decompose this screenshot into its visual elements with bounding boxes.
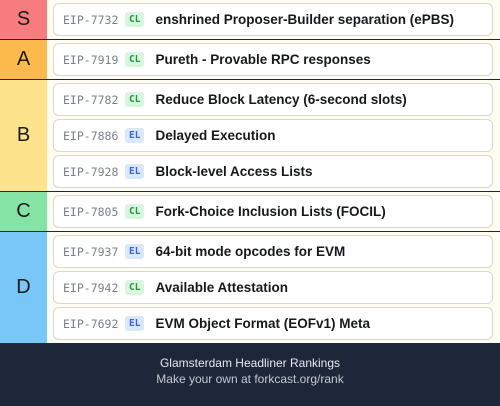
eip-card[interactable]: EIP-7919 CL Pureth - Provable RPC response…	[53, 43, 493, 76]
eip-number: EIP-7928	[63, 164, 119, 179]
tier-items: EIP-7937 EL 64-bit mode opcodes for EVM EIP…	[47, 232, 500, 343]
eip-number: EIP-7692	[63, 316, 119, 331]
eip-title: enshrined Proposer-Builder separation (e…	[155, 12, 455, 27]
layer-badge: EL	[125, 244, 145, 259]
layer-badge: EL	[125, 128, 145, 143]
tier-row-s: S EIP-7732 CL enshrined Proposer-Builder se…	[0, 0, 500, 40]
eip-number: EIP-7937	[63, 244, 119, 259]
tier-label: S	[0, 0, 47, 39]
footer-subtitle: Make your own at forkcast.org/rank	[156, 371, 344, 386]
layer-badge: CL	[125, 92, 145, 107]
tier-label: C	[0, 192, 47, 231]
eip-title: Delayed Execution	[155, 128, 276, 143]
eip-card[interactable]: EIP-7942 CL Available Attestation	[53, 271, 493, 304]
eip-card[interactable]: EIP-7805 CL Fork-Choice Inclusion Lists (F…	[53, 195, 493, 228]
tier-list: S EIP-7732 CL enshrined Proposer-Builder se…	[0, 0, 500, 344]
eip-number: EIP-7886	[63, 128, 119, 143]
eip-card[interactable]: EIP-7692 EL EVM Object Format (EOFv1) Meta	[53, 307, 493, 340]
eip-title: Fork-Choice Inclusion Lists (FOCIL)	[155, 204, 386, 219]
tier-label: D	[0, 232, 47, 343]
eip-card[interactable]: EIP-7732 CL enshrined Proposer-Builder sep…	[53, 3, 493, 36]
eip-number: EIP-7782	[63, 92, 119, 107]
eip-number: EIP-7805	[63, 204, 119, 219]
eip-title: Reduce Block Latency (6-second slots)	[155, 92, 407, 107]
eip-card[interactable]: EIP-7782 CL Reduce Block Latency (6-second…	[53, 83, 493, 116]
layer-badge: EL	[125, 316, 145, 331]
layer-badge: CL	[125, 204, 145, 219]
tier-label: A	[0, 40, 47, 79]
eip-title: EVM Object Format (EOFv1) Meta	[155, 316, 370, 331]
eip-card[interactable]: EIP-7928 EL Block-level Access Lists	[53, 155, 493, 188]
tier-label: B	[0, 80, 47, 191]
footer-title: Glamsterdam Headliner Rankings	[159, 355, 341, 370]
eip-number: EIP-7732	[63, 12, 119, 27]
tier-row-d: D EIP-7937 EL 64-bit mode opcodes for EVM EI…	[0, 232, 500, 344]
tier-items: EIP-7805 CL Fork-Choice Inclusion Lists (F…	[47, 192, 500, 231]
tier-items: EIP-7782 CL Reduce Block Latency (6-second…	[47, 80, 500, 191]
tier-row-a: A EIP-7919 CL Pureth - Provable RPC respons…	[0, 40, 500, 80]
eip-title: Available Attestation	[155, 280, 288, 295]
eip-card[interactable]: EIP-7937 EL 64-bit mode opcodes for EVM	[53, 235, 493, 268]
eip-title: 64-bit mode opcodes for EVM	[155, 244, 346, 259]
layer-badge: EL	[125, 164, 145, 179]
tier-items: EIP-7732 CL enshrined Proposer-Builder sep…	[47, 0, 500, 39]
eip-title: Block-level Access Lists	[155, 164, 313, 179]
layer-badge: CL	[125, 52, 145, 67]
tier-row-c: C EIP-7805 CL Fork-Choice Inclusion Lists (…	[0, 192, 500, 232]
tier-row-b: B EIP-7782 CL Reduce Block Latency (6-secon…	[0, 80, 500, 192]
footer: Glamsterdam Headliner Rankings Make your…	[0, 344, 500, 397]
eip-title: Pureth - Provable RPC responses	[155, 52, 371, 67]
eip-card[interactable]: EIP-7886 EL Delayed Execution	[53, 119, 493, 152]
eip-number: EIP-7942	[63, 280, 119, 295]
layer-badge: CL	[125, 280, 145, 295]
layer-badge: CL	[125, 12, 145, 27]
eip-number: EIP-7919	[63, 52, 119, 67]
tier-items: EIP-7919 CL Pureth - Provable RPC response…	[47, 40, 500, 79]
